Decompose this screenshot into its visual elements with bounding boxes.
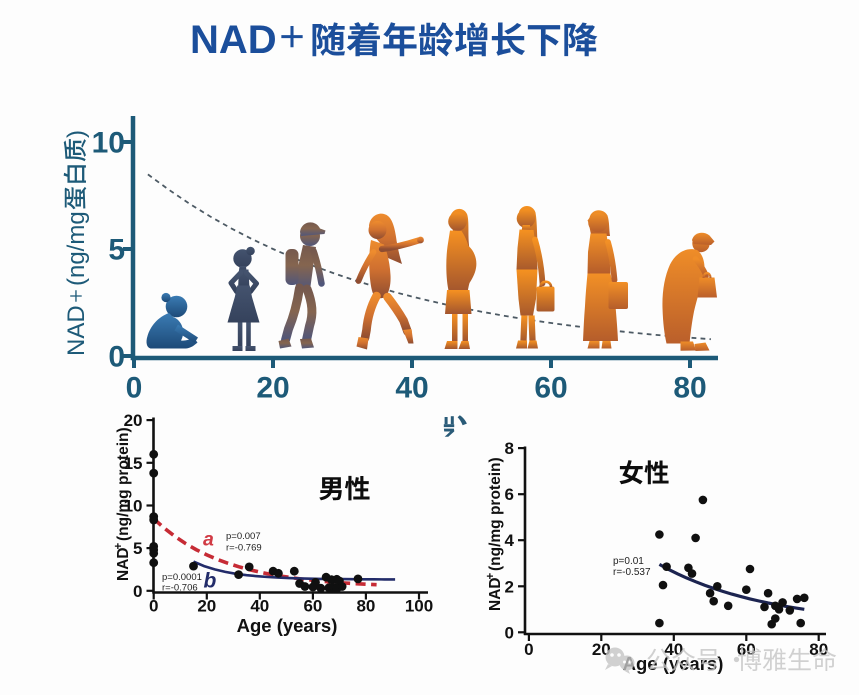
svg-text:20: 20 [197,597,216,616]
svg-text:100: 100 [405,597,433,616]
svg-text:10: 10 [124,496,143,515]
svg-text:60: 60 [534,372,567,405]
svg-text:80: 80 [356,597,375,616]
svg-text:0: 0 [505,623,514,642]
svg-text:p=0.01: p=0.01 [613,556,644,567]
svg-text:(ng/mg protein): (ng/mg protein) [115,427,132,541]
svg-text:NAD: NAD [115,547,132,581]
svg-text:r=-0.769: r=-0.769 [226,543,262,554]
svg-text:+: + [113,543,125,550]
svg-text:p=0.007: p=0.007 [226,531,261,542]
svg-text:r=-0.706: r=-0.706 [162,583,198,594]
svg-text:+: + [485,573,497,580]
svg-text:0: 0 [126,372,143,405]
svg-text:NAD: NAD [63,305,90,356]
svg-text:p=0.0001: p=0.0001 [162,572,202,583]
svg-text:80: 80 [809,640,828,659]
svg-text:NAD: NAD [190,18,277,62]
svg-text:2: 2 [505,577,514,596]
svg-text:r=-0.537: r=-0.537 [613,567,651,578]
svg-text:Age (years): Age (years) [237,615,338,636]
svg-text:15: 15 [124,454,143,473]
svg-text:20: 20 [124,411,143,430]
svg-text:40: 40 [250,597,269,616]
svg-text:60: 60 [303,597,322,616]
svg-text:40: 40 [395,372,428,405]
svg-text:80: 80 [673,372,706,405]
svg-text:(ng/mg protein): (ng/mg protein) [487,457,504,571]
svg-text:(ng/mg: (ng/mg [63,211,90,286]
svg-text:5: 5 [108,234,125,267]
svg-text:): ) [63,130,90,138]
svg-text:5: 5 [133,539,142,558]
svg-text:10: 10 [92,127,125,160]
svg-text:0: 0 [108,341,125,374]
svg-text:6: 6 [505,485,514,504]
svg-text:a: a [203,529,214,551]
svg-text:NAD: NAD [487,577,504,611]
svg-text:0: 0 [524,640,533,659]
svg-text:b: b [204,570,217,593]
svg-text:0: 0 [149,597,158,616]
svg-text:0: 0 [133,582,142,601]
svg-text:20: 20 [256,372,289,405]
svg-text:4: 4 [505,531,515,550]
svg-text:8: 8 [505,439,514,458]
